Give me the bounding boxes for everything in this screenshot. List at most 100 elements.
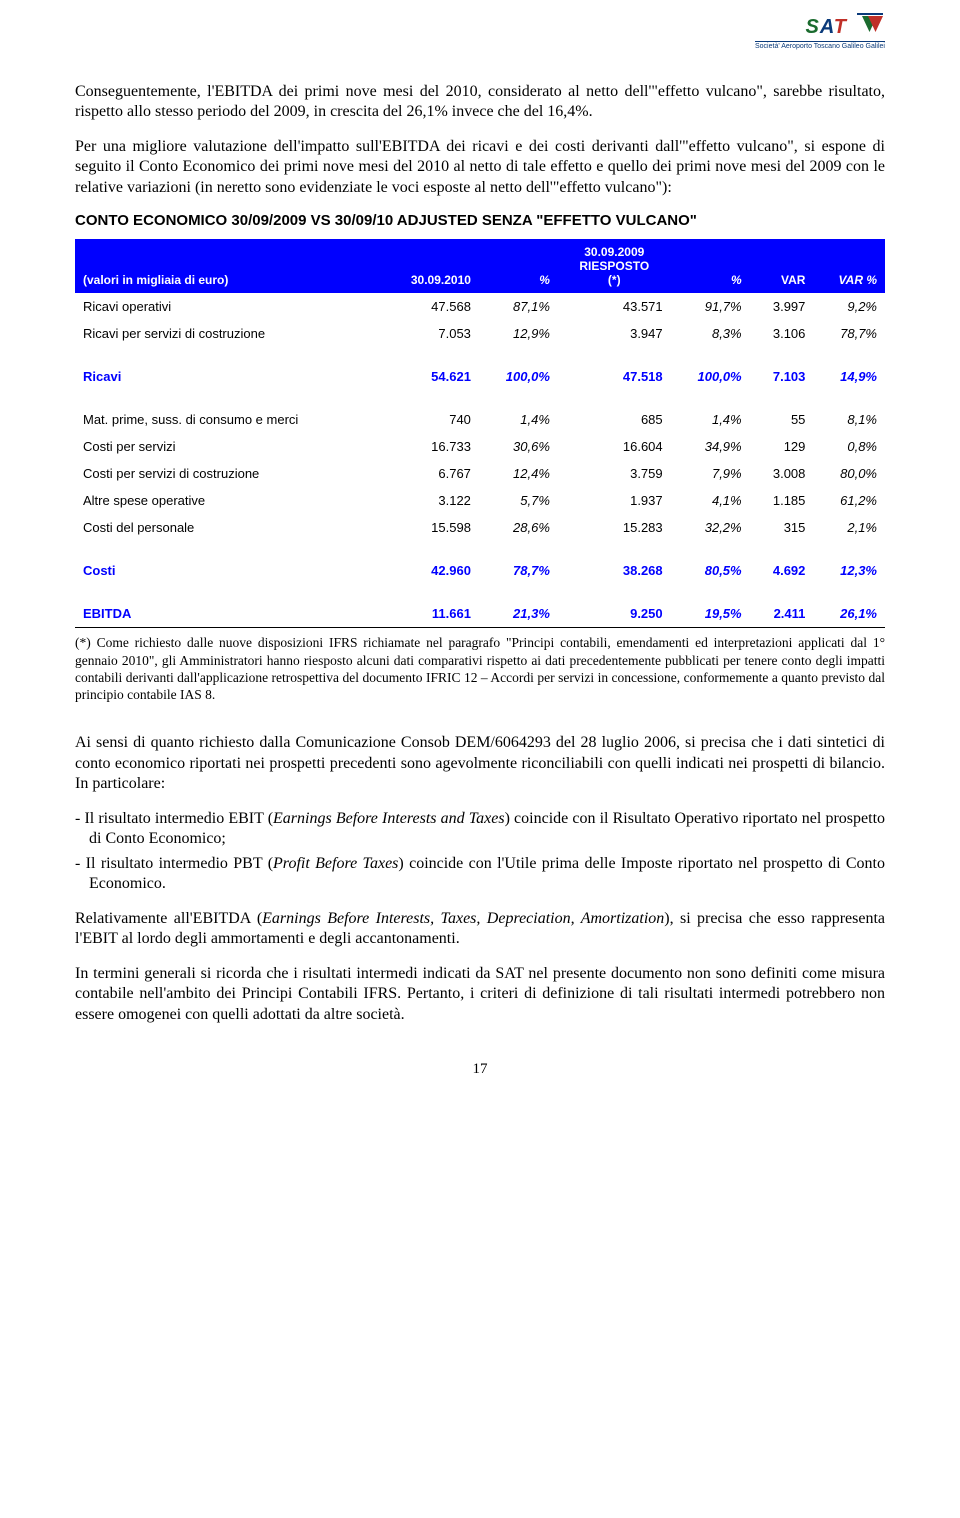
p5-prefix: Relativamente all'EBITDA ( (75, 910, 262, 927)
cell-pct2: 7,9% (671, 460, 750, 487)
cell-label: Costi del personale (75, 514, 379, 545)
cell-2010: 47.568 (379, 293, 479, 320)
cell-pct2: 32,2% (671, 514, 750, 545)
p5-italic: Earnings Before Interests, Taxes, Deprec… (262, 910, 664, 927)
cell-var: 2.411 (750, 588, 814, 628)
cell-var: 3.997 (750, 293, 814, 320)
cell-pct1: 21,3% (479, 588, 558, 628)
cell-pct2: 34,9% (671, 433, 750, 460)
cell-2009: 16.604 (558, 433, 671, 460)
p4b-prefix: - Il risultato intermedio PBT ( (75, 855, 273, 872)
cell-var: 7.103 (750, 351, 814, 394)
cell-pct1: 12,4% (479, 460, 558, 487)
cell-pct1: 1,4% (479, 394, 558, 433)
table-footnote: (*) Come richiesto dalle nuove disposizi… (75, 634, 885, 703)
paragraph-4b: - Il risultato intermedio PBT (Profit Be… (75, 854, 885, 895)
cell-varpct: 9,2% (813, 293, 885, 320)
table-row: Costi del personale15.59828,6%15.28332,2… (75, 514, 885, 545)
cell-label: Mat. prime, suss. di consumo e merci (75, 394, 379, 433)
cell-label: Costi per servizi (75, 433, 379, 460)
cell-2010: 11.661 (379, 588, 479, 628)
section-title: CONTO ECONOMICO 30/09/2009 VS 30/09/10 A… (75, 212, 885, 229)
cell-2010: 3.122 (379, 487, 479, 514)
cell-pct2: 91,7% (671, 293, 750, 320)
paragraph-5: Relativamente all'EBITDA (Earnings Befor… (75, 909, 885, 950)
cell-label: Ricavi per servizi di costruzione (75, 320, 379, 351)
cell-pct1: 78,7% (479, 545, 558, 588)
col-2009-line3: (*) (608, 273, 621, 287)
cell-pct2: 100,0% (671, 351, 750, 394)
cell-pct2: 19,5% (671, 588, 750, 628)
cell-2010: 15.598 (379, 514, 479, 545)
company-logo: SAT Società' Aeroporto Toscano Galileo G… (755, 8, 885, 50)
cell-var: 55 (750, 394, 814, 433)
col-label: (valori in migliaia di euro) (75, 239, 379, 293)
cell-varpct: 78,7% (813, 320, 885, 351)
cell-pct2: 4,1% (671, 487, 750, 514)
table-row: Costi42.96078,7%38.26880,5%4.69212,3% (75, 545, 885, 588)
logo-text: SAT (805, 16, 847, 38)
cell-2009: 47.518 (558, 351, 671, 394)
col-pct2: % (671, 239, 750, 293)
cell-2010: 42.960 (379, 545, 479, 588)
paragraph-2: Per una migliore valutazione dell'impatt… (75, 137, 885, 198)
table-row: Altre spese operative3.1225,7%1.9374,1%1… (75, 487, 885, 514)
page-number: 17 (75, 1061, 885, 1078)
cell-2009: 3.759 (558, 460, 671, 487)
cell-2009: 1.937 (558, 487, 671, 514)
table-row: Ricavi per servizi di costruzione7.05312… (75, 320, 885, 351)
cell-2009: 9.250 (558, 588, 671, 628)
cell-pct1: 30,6% (479, 433, 558, 460)
cell-2009: 43.571 (558, 293, 671, 320)
cell-label: Ricavi (75, 351, 379, 394)
table-row: Ricavi54.621100,0%47.518100,0%7.10314,9% (75, 351, 885, 394)
paragraph-6: In termini generali si ricorda che i ris… (75, 964, 885, 1025)
cell-var: 315 (750, 514, 814, 545)
cell-2009: 38.268 (558, 545, 671, 588)
cell-var: 129 (750, 433, 814, 460)
col-pct1: % (479, 239, 558, 293)
cell-label: Altre spese operative (75, 487, 379, 514)
table-header-row: (valori in migliaia di euro) 30.09.2010 … (75, 239, 885, 293)
cell-2009: 685 (558, 394, 671, 433)
cell-pct1: 5,7% (479, 487, 558, 514)
cell-pct2: 8,3% (671, 320, 750, 351)
cell-var: 4.692 (750, 545, 814, 588)
cell-varpct: 0,8% (813, 433, 885, 460)
table-row: Costi per servizi16.73330,6%16.60434,9%1… (75, 433, 885, 460)
cell-varpct: 12,3% (813, 545, 885, 588)
p4a-italic: Earnings Before Interests and Taxes (273, 810, 505, 827)
paragraph-1: Conseguentemente, l'EBITDA dei primi nov… (75, 82, 885, 123)
cell-pct2: 1,4% (671, 394, 750, 433)
cell-label: Costi per servizi di costruzione (75, 460, 379, 487)
cell-pct1: 28,6% (479, 514, 558, 545)
cell-var: 3.008 (750, 460, 814, 487)
cell-pct1: 100,0% (479, 351, 558, 394)
cell-varpct: 61,2% (813, 487, 885, 514)
cell-varpct: 8,1% (813, 394, 885, 433)
cell-label: Ricavi operativi (75, 293, 379, 320)
table-row: Ricavi operativi47.56887,1%43.57191,7%3.… (75, 293, 885, 320)
cell-var: 3.106 (750, 320, 814, 351)
logo-subtitle: Società' Aeroporto Toscano Galileo Galil… (755, 41, 885, 50)
logo-mark-icon (855, 8, 885, 39)
table-row: Mat. prime, suss. di consumo e merci7401… (75, 394, 885, 433)
col-var: VAR (750, 239, 814, 293)
p4a-prefix: - Il risultato intermedio EBIT ( (75, 810, 273, 827)
table-row: EBITDA11.66121,3%9.25019,5%2.41126,1% (75, 588, 885, 628)
cell-varpct: 26,1% (813, 588, 885, 628)
cell-varpct: 2,1% (813, 514, 885, 545)
cell-label: EBITDA (75, 588, 379, 628)
paragraph-4a: - Il risultato intermedio EBIT (Earnings… (75, 809, 885, 850)
col-2009-line2: RIESPOSTO (579, 259, 649, 273)
cell-2009: 3.947 (558, 320, 671, 351)
cell-2010: 16.733 (379, 433, 479, 460)
cell-varpct: 14,9% (813, 351, 885, 394)
p4b-italic: Profit Before Taxes (273, 855, 398, 872)
cell-pct1: 12,9% (479, 320, 558, 351)
table-row: Costi per servizi di costruzione6.76712,… (75, 460, 885, 487)
cell-varpct: 80,0% (813, 460, 885, 487)
cell-var: 1.185 (750, 487, 814, 514)
col-2010: 30.09.2010 (379, 239, 479, 293)
financial-table: (valori in migliaia di euro) 30.09.2010 … (75, 239, 885, 628)
